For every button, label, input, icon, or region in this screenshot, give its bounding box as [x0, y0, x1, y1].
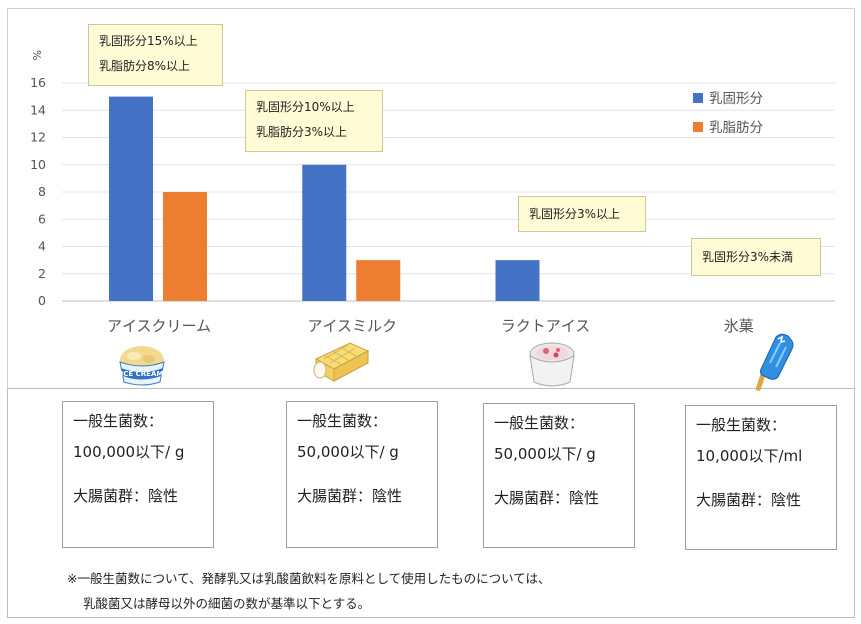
standard-line: 大腸菌群：陰性 — [696, 491, 802, 509]
annotation-ice-cream: 乳固形分15%以上 乳脂肪分8%以上 — [88, 24, 223, 86]
footnote-line-1: ※一般生菌数について、発酵乳又は乳酸菌飲料を原料として使用したものについては、 — [67, 571, 551, 586]
legend-label: 乳脂肪分 — [709, 120, 763, 136]
standard-line: 大腸菌群：陰性 — [297, 487, 403, 505]
y-tick-label: 16 — [30, 75, 46, 90]
standard-line: 50,000以下/ g — [494, 445, 596, 463]
standard-line: 一般生菌数： — [73, 412, 164, 430]
annotation-line: 乳脂肪分8%以上 — [99, 59, 191, 73]
x-tick-label: アイスミルク — [307, 317, 397, 335]
y-tick-label: 6 — [38, 211, 46, 226]
bar — [356, 260, 401, 301]
annotation-line: 乳固形分10%以上 — [256, 100, 355, 114]
lacto-ice-cup-icon — [529, 342, 575, 387]
standard-line: 大腸菌群：陰性 — [494, 489, 600, 507]
unit-label: % — [30, 50, 43, 60]
annotation-ice-pop: 乳固形分3%未満 — [691, 238, 821, 276]
ice-milk-wafer-icon — [313, 342, 370, 382]
y-tick-label: 0 — [38, 293, 46, 308]
legend-label: 乳固形分 — [709, 91, 763, 107]
y-tick-label: 2 — [38, 266, 46, 281]
legend-swatch — [693, 122, 703, 132]
standard-line: 一般生菌数： — [696, 416, 787, 434]
standard-box-ice-cream: 一般生菌数： 100,000以下/ g 大腸菌群：陰性 — [62, 401, 214, 548]
annotation-ice-milk: 乳固形分10%以上 乳脂肪分3%以上 — [245, 90, 383, 152]
standard-line: 大腸菌群：陰性 — [73, 487, 179, 505]
annotation-line: 乳固形分3%未満 — [702, 250, 794, 264]
svg-text:ICE CREAM: ICE CREAM — [121, 370, 164, 378]
x-tick-label: ラクトアイス — [501, 317, 591, 335]
standards-frame — [7, 388, 855, 618]
x-tick-label: 氷菓 — [724, 317, 754, 335]
standard-line: 100,000以下/ g — [73, 443, 185, 461]
annotation-line: 乳脂肪分3%以上 — [256, 125, 348, 139]
y-tick-label: 8 — [38, 184, 46, 199]
bar — [495, 260, 540, 301]
chart-frame — [7, 8, 855, 388]
standard-box-ice-pop: 一般生菌数： 10,000以下/ml 大腸菌群：陰性 — [685, 405, 837, 550]
ice-pop-icon — [755, 333, 794, 391]
footnote-line-2: 乳酸菌又は酵母以外の細菌の数が基準以下とする。 — [83, 596, 371, 611]
ice-cream-cup-icon: ICE CREAM — [119, 346, 165, 386]
legend-swatch — [693, 93, 703, 103]
annotation-line: 乳固形分15%以上 — [99, 34, 198, 48]
standard-line: 10,000以下/ml — [696, 447, 803, 465]
bar — [109, 96, 153, 301]
standard-box-lacto-ice: 一般生菌数： 50,000以下/ g 大腸菌群：陰性 — [483, 403, 635, 548]
y-tick-label: 12 — [30, 130, 46, 145]
annotation-lacto-ice: 乳固形分3%以上 — [518, 196, 646, 232]
standard-line: 一般生菌数： — [494, 414, 585, 432]
y-tick-label: 10 — [30, 157, 46, 172]
x-tick-label: アイスクリーム — [107, 317, 211, 335]
standard-line: 一般生菌数： — [297, 412, 388, 430]
bar — [163, 192, 207, 301]
annotation-line: 乳固形分3%以上 — [529, 207, 621, 221]
standard-line: 50,000以下/ g — [297, 443, 399, 461]
y-tick-label: 14 — [30, 102, 46, 117]
y-tick-label: 4 — [38, 239, 46, 254]
standard-box-ice-milk: 一般生菌数： 50,000以下/ g 大腸菌群：陰性 — [286, 401, 438, 548]
bar — [302, 164, 347, 301]
